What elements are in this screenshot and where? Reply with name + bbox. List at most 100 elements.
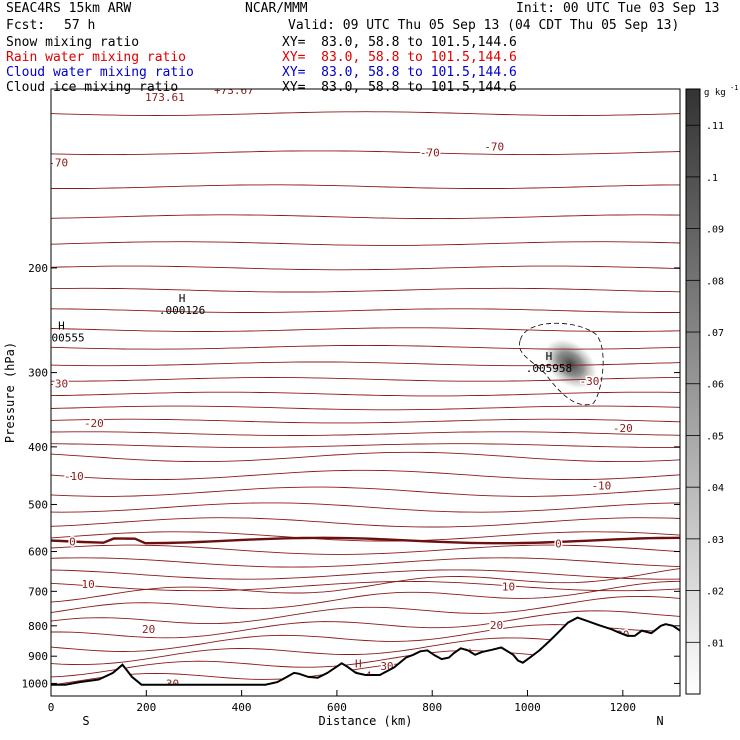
x-tick-label: 200 (136, 701, 156, 714)
y-tick-label: 200 (28, 262, 48, 275)
extreme-h-label: H (179, 292, 186, 305)
isotherm-line (51, 544, 680, 555)
isotherm-line (51, 391, 680, 397)
field-cloudwater-name: Cloud water mixing ratio (6, 65, 194, 80)
shaded-max-blob (542, 337, 599, 391)
isotherm-line (51, 327, 680, 332)
forecast-label: Fcst: (6, 18, 46, 33)
contour-label: -70 (48, 157, 68, 170)
isotherm-line (51, 377, 680, 382)
y-axis-label: Pressure (hPa) (3, 342, 17, 443)
isotherm-line (51, 184, 680, 189)
isotherm-line (51, 469, 680, 481)
isotherm-zero-line (51, 536, 680, 545)
isotherm-line (51, 265, 680, 271)
contour-label: -70 (420, 147, 440, 160)
contour-label: 10 (502, 580, 515, 593)
field-rain-name: Rain water mixing ratio (6, 50, 187, 65)
field-snow-xy: XY= 83.0, 58.8 to 101.5,144.6 (282, 35, 517, 50)
y-tick-label: 700 (28, 585, 48, 598)
isotherm-line (51, 531, 680, 542)
isotherm-line (51, 580, 680, 592)
colorbar-tick-label: .02 (706, 587, 724, 598)
isotherm-line (51, 580, 680, 614)
terrain-line (51, 616, 680, 686)
y-tick-label: 400 (28, 441, 48, 454)
isotherm-line (51, 451, 680, 463)
isotherm-line (51, 595, 680, 625)
field-snow-name: Snow mixing ratio (6, 35, 140, 50)
field-cloudice-xy: XY= 83.0, 58.8 to 101.5,144.6 (282, 80, 517, 95)
y-tick-label: 900 (28, 650, 48, 663)
colorbar-tick-label: .04 (706, 483, 724, 494)
contour-label: -10 (64, 470, 84, 483)
isotherm-line (51, 557, 680, 568)
center-label: NCAR/MMM (245, 1, 308, 16)
isotherm-line (51, 150, 680, 156)
top-label: 173.61 (145, 91, 185, 104)
plot-frame (50, 88, 681, 697)
isotherm-line (51, 241, 680, 246)
colorbar-tick-label: .05 (706, 431, 724, 442)
isotherm-line (51, 443, 680, 448)
terrain-fill (51, 617, 680, 696)
extreme-value-label: .000126 (159, 304, 205, 317)
isotherm-line (51, 111, 680, 116)
field-cloudwater-xy: XY= 83.0, 58.8 to 101.5,144.6 (282, 65, 517, 80)
contour-label: -20 (84, 417, 104, 430)
contour-label: -20 (613, 422, 633, 435)
colorbar-tick-label: .1 (706, 173, 718, 184)
isotherm-line (51, 405, 680, 411)
top-label: +73.67 (214, 84, 254, 97)
contour-label: -30 (48, 378, 68, 391)
isotherm-line (51, 287, 680, 293)
isotherm-line (51, 610, 680, 639)
isotherm-line (51, 361, 680, 367)
contour-label: 10 (82, 578, 95, 591)
y-tick-label: 1000 (22, 677, 49, 690)
contour-label: -70 (484, 141, 504, 154)
colorbar-unit-exponent: -1 (730, 84, 738, 92)
isotherm-line (51, 568, 680, 603)
colorbar-tick-label: .11 (706, 121, 724, 132)
extreme-value-label: .005958 (526, 362, 572, 375)
contour-label: -10 (591, 480, 611, 493)
colorbar-tick-label: .03 (706, 535, 724, 546)
isotherm-line (51, 517, 680, 528)
colorbar-tick-label: .09 (706, 225, 724, 236)
model-title: SEAC4RS 15km ARW (6, 1, 132, 16)
isotherm-line (51, 344, 680, 350)
extreme-marker: H.005958 (526, 350, 572, 375)
isotherm-line (51, 214, 680, 220)
y-tick-label: 300 (28, 367, 48, 380)
isotherm-line (51, 486, 680, 497)
x-tick-label: 800 (422, 701, 442, 714)
extreme-h-label: H (58, 320, 65, 333)
valid-time: Valid: 09 UTC Thu 05 Sep 13 (04 CDT Thu … (288, 18, 680, 33)
extreme-marker: H.000126 (159, 292, 205, 317)
x-tick-label: 400 (232, 701, 252, 714)
field-cloudice-name: Cloud ice mixing ratio (6, 80, 179, 95)
extreme-h-label: H (546, 350, 553, 363)
isotherm-line (51, 569, 680, 580)
x-end-label-right: N (656, 714, 663, 728)
contour-label: 0 (69, 535, 76, 548)
x-tick-label: 1200 (610, 701, 637, 714)
field-rain-xy: XY= 83.0, 58.8 to 101.5,144.6 (282, 50, 517, 65)
colorbar-unit-label: g kg (704, 88, 726, 98)
contour-label: 20 (142, 623, 155, 636)
contour-label: 20 (490, 619, 503, 632)
x-tick-label: 1000 (514, 701, 541, 714)
isotherm-line (51, 431, 680, 436)
x-axis-label: Distance (km) (319, 714, 413, 728)
extreme-value-label: .000555 (38, 332, 84, 345)
x-tick-label: 600 (327, 701, 347, 714)
x-end-label-left: S (82, 714, 89, 728)
colorbar-bar (685, 88, 701, 695)
extreme-marker: H.000555 (38, 320, 85, 345)
init-time: Init: 00 UTC Tue 03 Sep 13 (516, 1, 720, 16)
colorbar-tick-label: .01 (706, 638, 724, 649)
contour-label: -30 (580, 375, 600, 388)
isotherm-line (51, 308, 680, 313)
